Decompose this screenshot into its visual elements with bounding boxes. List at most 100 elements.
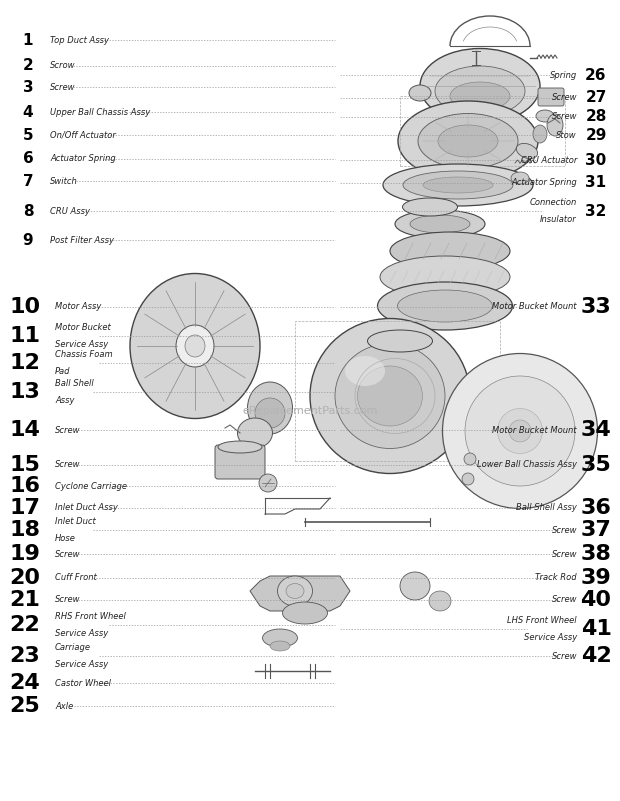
Ellipse shape xyxy=(358,366,422,426)
Text: 15: 15 xyxy=(9,455,40,474)
Text: Stow: Stow xyxy=(556,131,577,140)
Text: Actuator Spring: Actuator Spring xyxy=(512,178,577,187)
Ellipse shape xyxy=(465,376,575,486)
Text: Screw: Screw xyxy=(552,525,577,535)
Text: Track Rod: Track Rod xyxy=(536,573,577,582)
Text: Screw: Screw xyxy=(50,83,76,92)
Text: Motor Bucket Mount: Motor Bucket Mount xyxy=(492,302,577,312)
Ellipse shape xyxy=(429,591,451,611)
Ellipse shape xyxy=(536,110,554,122)
Ellipse shape xyxy=(345,356,385,386)
Text: Assy: Assy xyxy=(55,396,74,405)
Text: eReplacementParts.com: eReplacementParts.com xyxy=(242,406,378,416)
Text: Motor Bucket: Motor Bucket xyxy=(55,323,111,332)
Text: 5: 5 xyxy=(23,128,33,143)
Ellipse shape xyxy=(420,49,540,123)
Ellipse shape xyxy=(368,330,433,352)
Ellipse shape xyxy=(335,344,445,449)
Ellipse shape xyxy=(390,232,510,270)
Ellipse shape xyxy=(310,319,470,473)
Ellipse shape xyxy=(395,210,485,238)
Ellipse shape xyxy=(516,143,538,159)
FancyBboxPatch shape xyxy=(538,88,564,106)
Text: Cuff Front: Cuff Front xyxy=(55,573,97,582)
Text: Screw: Screw xyxy=(55,549,81,559)
Ellipse shape xyxy=(423,177,493,193)
Ellipse shape xyxy=(400,572,430,600)
Ellipse shape xyxy=(403,171,513,199)
Text: Lower Ball Chassis Assy: Lower Ball Chassis Assy xyxy=(477,460,577,469)
Text: Motor Assy: Motor Assy xyxy=(55,302,102,312)
Text: On/Off Actuator: On/Off Actuator xyxy=(50,131,116,140)
Text: 9: 9 xyxy=(23,233,33,248)
Text: 1: 1 xyxy=(23,33,33,47)
Text: Ball Shell: Ball Shell xyxy=(55,379,94,388)
Text: 12: 12 xyxy=(9,353,40,372)
Text: Service Assy: Service Assy xyxy=(524,633,577,642)
Ellipse shape xyxy=(438,125,498,157)
Ellipse shape xyxy=(176,325,214,367)
Text: 34: 34 xyxy=(580,421,611,440)
Text: Pad: Pad xyxy=(55,367,71,376)
Text: 37: 37 xyxy=(580,521,611,540)
Text: 35: 35 xyxy=(580,455,611,474)
Text: Screw: Screw xyxy=(55,595,81,605)
Text: 10: 10 xyxy=(9,297,40,316)
Text: 39: 39 xyxy=(580,568,611,587)
Text: 16: 16 xyxy=(9,477,40,496)
Ellipse shape xyxy=(262,629,298,647)
Text: 25: 25 xyxy=(10,697,40,716)
Text: 38: 38 xyxy=(580,545,611,564)
Text: 32: 32 xyxy=(585,204,607,219)
Text: Hose: Hose xyxy=(55,534,76,543)
Text: Inlet Duct Assy: Inlet Duct Assy xyxy=(55,503,118,513)
Text: 2: 2 xyxy=(22,58,33,73)
Text: Screw: Screw xyxy=(552,549,577,559)
Text: 21: 21 xyxy=(9,590,40,610)
Text: CRU Actuator: CRU Actuator xyxy=(521,155,577,165)
Text: LHS Front Wheel: LHS Front Wheel xyxy=(507,616,577,625)
FancyBboxPatch shape xyxy=(215,445,265,479)
Text: Insulator: Insulator xyxy=(540,215,577,224)
Text: 22: 22 xyxy=(10,615,40,634)
Text: 6: 6 xyxy=(22,151,33,166)
Ellipse shape xyxy=(402,198,458,216)
Text: Cyclone Carriage: Cyclone Carriage xyxy=(55,481,127,491)
Text: 24: 24 xyxy=(10,674,40,693)
Text: 26: 26 xyxy=(585,68,607,83)
Ellipse shape xyxy=(383,164,533,206)
Text: 18: 18 xyxy=(9,521,40,540)
Text: 33: 33 xyxy=(580,297,611,316)
Ellipse shape xyxy=(185,335,205,357)
Text: Scrow: Scrow xyxy=(50,61,76,70)
Text: CRU Assy: CRU Assy xyxy=(50,207,90,216)
Ellipse shape xyxy=(286,583,304,598)
Text: 40: 40 xyxy=(580,590,611,610)
Ellipse shape xyxy=(547,114,563,136)
Text: Service Assy: Service Assy xyxy=(55,629,108,638)
Ellipse shape xyxy=(378,282,513,330)
Ellipse shape xyxy=(380,256,510,298)
Text: Carriage: Carriage xyxy=(55,643,91,652)
Text: Axle: Axle xyxy=(55,702,73,711)
Ellipse shape xyxy=(418,114,518,168)
Ellipse shape xyxy=(464,453,476,465)
Ellipse shape xyxy=(237,418,273,448)
Text: Top Duct Assy: Top Duct Assy xyxy=(50,35,109,45)
Text: 28: 28 xyxy=(585,110,607,124)
Text: 42: 42 xyxy=(580,646,611,666)
Text: Castor Wheel: Castor Wheel xyxy=(55,678,111,688)
Text: Screw: Screw xyxy=(552,112,577,122)
Text: Switch: Switch xyxy=(50,176,78,186)
Text: Spring: Spring xyxy=(550,70,577,80)
Ellipse shape xyxy=(247,382,293,434)
Text: 4: 4 xyxy=(23,105,33,119)
Text: Service Assy: Service Assy xyxy=(55,340,108,348)
Ellipse shape xyxy=(410,215,470,233)
Ellipse shape xyxy=(443,353,598,509)
Ellipse shape xyxy=(398,101,538,181)
Text: Screw: Screw xyxy=(552,595,577,605)
Text: Chassis Foam: Chassis Foam xyxy=(55,350,113,359)
Text: eReplacementParts.com: eReplacementParts.com xyxy=(242,406,378,416)
Ellipse shape xyxy=(462,473,474,485)
